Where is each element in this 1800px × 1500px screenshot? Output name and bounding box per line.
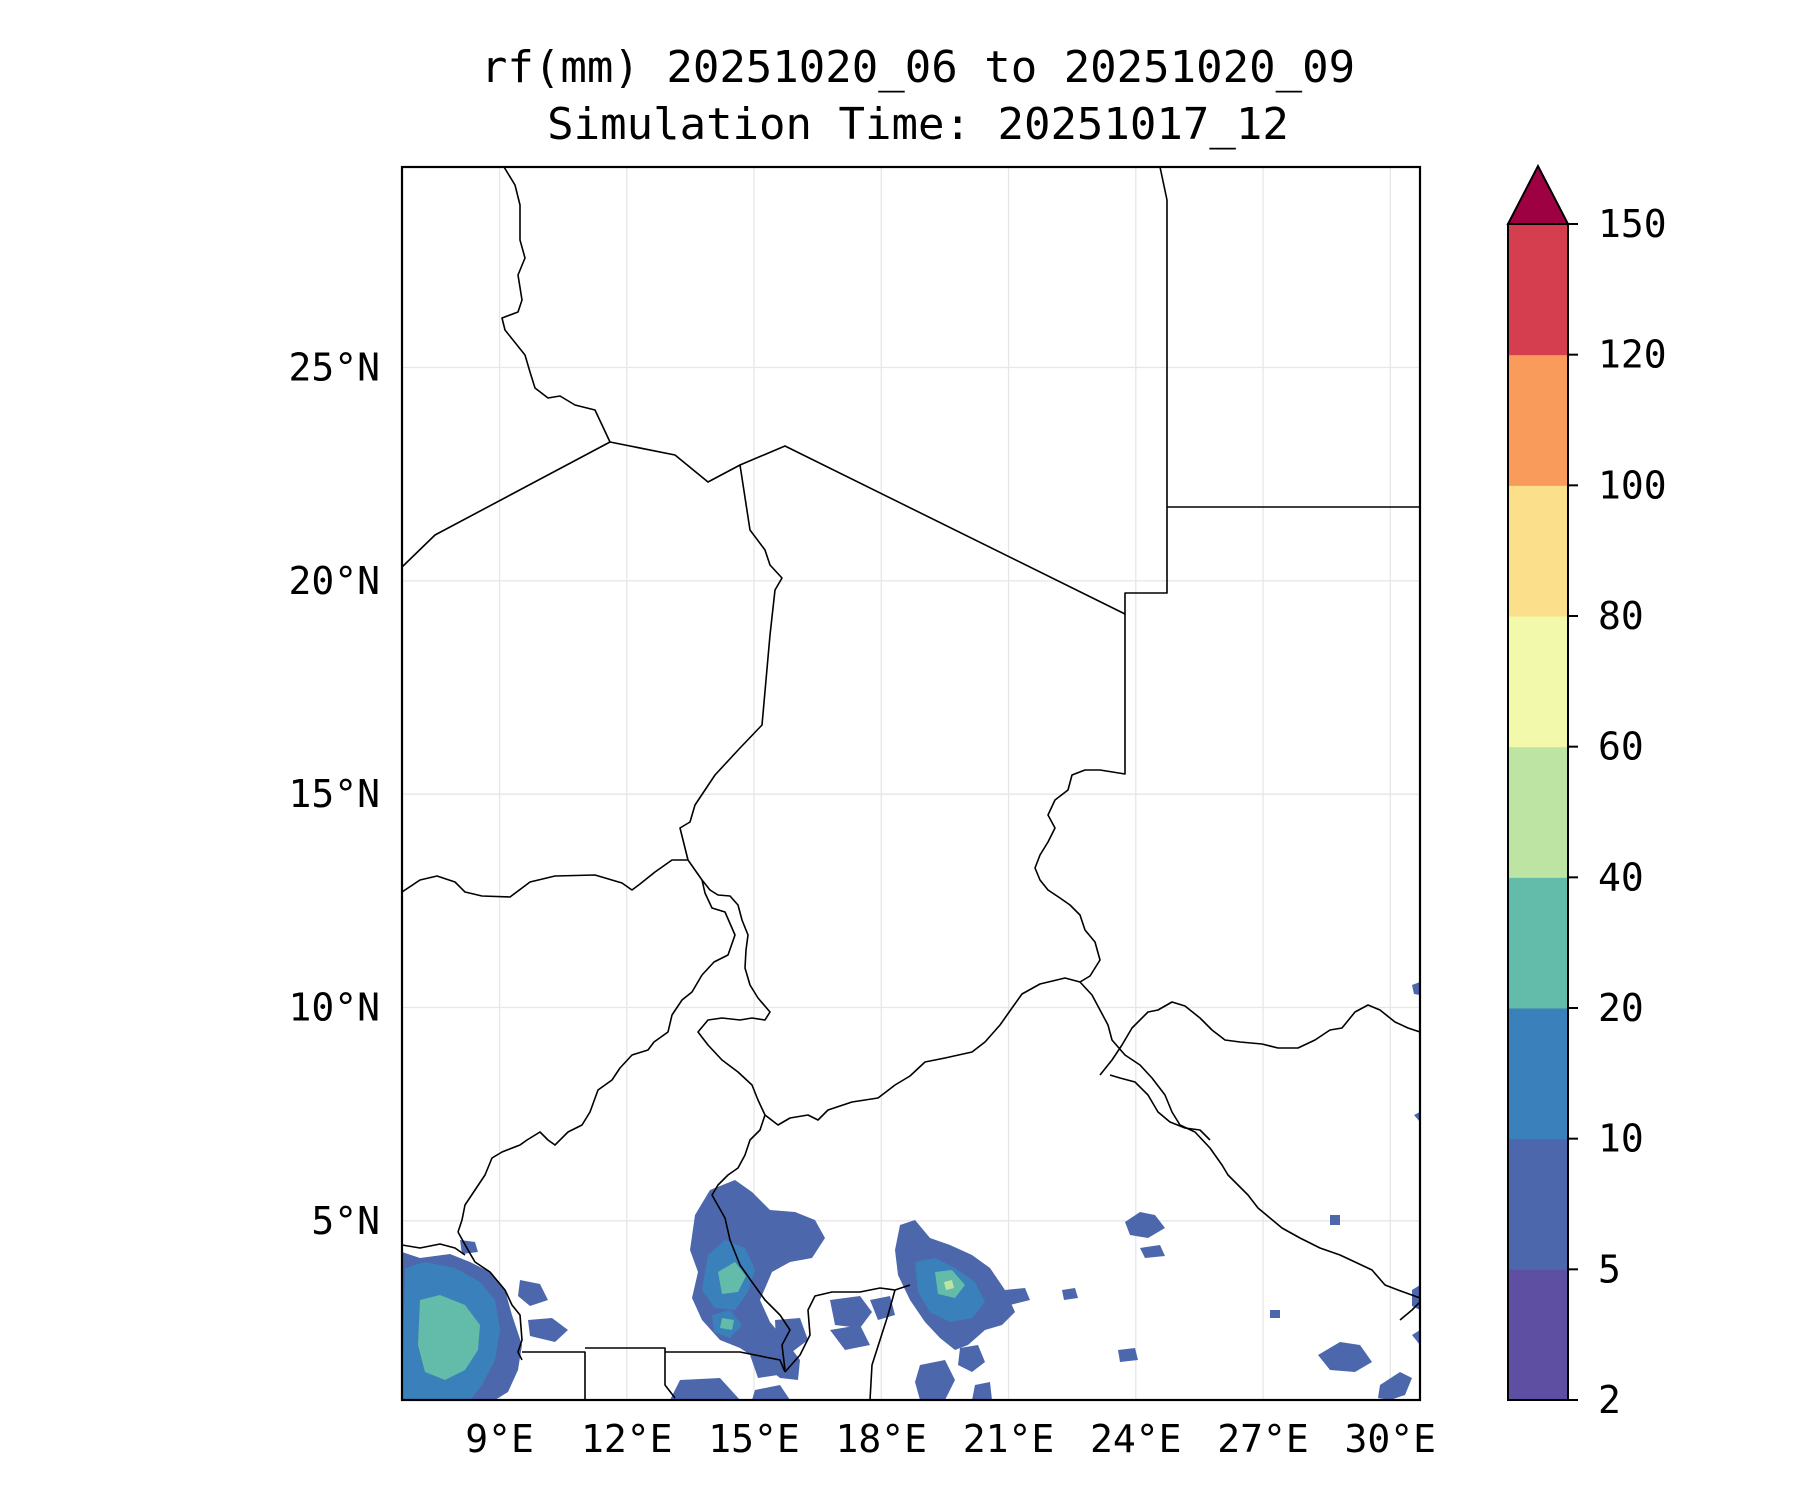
- colorbar-tick-label: 2: [1598, 1378, 1621, 1422]
- colorbar: 2 5 10 20 40 60 80 100 120 150: [1506, 163, 1667, 1422]
- colorbar-segment: [1508, 746, 1568, 878]
- rain-region-25e: [1125, 1212, 1165, 1238]
- colorbar-tick-label: 40: [1598, 855, 1644, 899]
- colorbar-tick-label: 120: [1598, 333, 1667, 377]
- lon-tick-label: 15°E: [708, 1417, 800, 1461]
- lon-tick-label: 27°E: [1217, 1417, 1309, 1461]
- colorbar-segment: [1508, 1008, 1568, 1140]
- colorbar-segment: [1508, 485, 1568, 617]
- colorbar-tick-label: 80: [1598, 594, 1644, 638]
- colorbar-frame: [1507, 223, 1569, 1401]
- colorbar-segment: [1508, 354, 1568, 486]
- colorbar-tick-label: 20: [1598, 986, 1644, 1030]
- lon-tick-label: 9°E: [465, 1417, 534, 1461]
- colorbar-tick-label: 10: [1598, 1117, 1644, 1161]
- country-borders: [402, 167, 1420, 1400]
- colorbar-tick-label: 5: [1598, 1247, 1621, 1291]
- lat-tick-label: 10°N: [288, 985, 380, 1029]
- lat-tick-label: 20°N: [288, 559, 380, 603]
- rainfall-contours: [402, 982, 1420, 1400]
- colorbar-tick-label: 100: [1598, 463, 1667, 507]
- title-line-1: rf(mm) 20251020_06 to 20251020_09: [481, 42, 1355, 93]
- colorbar-segment: [1508, 1269, 1568, 1401]
- lon-tick-label: 30°E: [1345, 1417, 1437, 1461]
- colorbar-segment: [1508, 616, 1568, 748]
- lon-tick-label: 21°E: [963, 1417, 1055, 1461]
- colorbar-segment: [1508, 1138, 1568, 1270]
- longitude-tick-labels: 9°E 12°E 15°E 18°E 21°E 24°E 27°E 30°E: [465, 1417, 1436, 1461]
- rain-region-29e: [1318, 1342, 1372, 1372]
- colorbar-segment: [1508, 877, 1568, 1009]
- lon-tick-label: 18°E: [836, 1417, 928, 1461]
- map-gridlines: [402, 167, 1420, 1400]
- colorbar-extend-arrow: [1506, 163, 1570, 225]
- lat-tick-label: 25°N: [288, 346, 380, 390]
- lon-tick-label: 24°E: [1090, 1417, 1182, 1461]
- map-frame: [400, 165, 1422, 1402]
- colorbar-tick-label: 150: [1598, 202, 1667, 246]
- lat-tick-label: 15°N: [288, 772, 380, 816]
- lat-tick-label: 5°N: [311, 1199, 380, 1243]
- colorbar-tick-label: 60: [1598, 725, 1644, 769]
- latitude-tick-labels: 25°N 20°N 15°N 10°N 5°N: [288, 346, 380, 1243]
- map-panel: [400, 165, 1422, 1402]
- lon-tick-label: 12°E: [581, 1417, 673, 1461]
- colorbar-segment: [1508, 224, 1568, 356]
- title-line-2: Simulation Time: 20251017_12: [547, 99, 1289, 150]
